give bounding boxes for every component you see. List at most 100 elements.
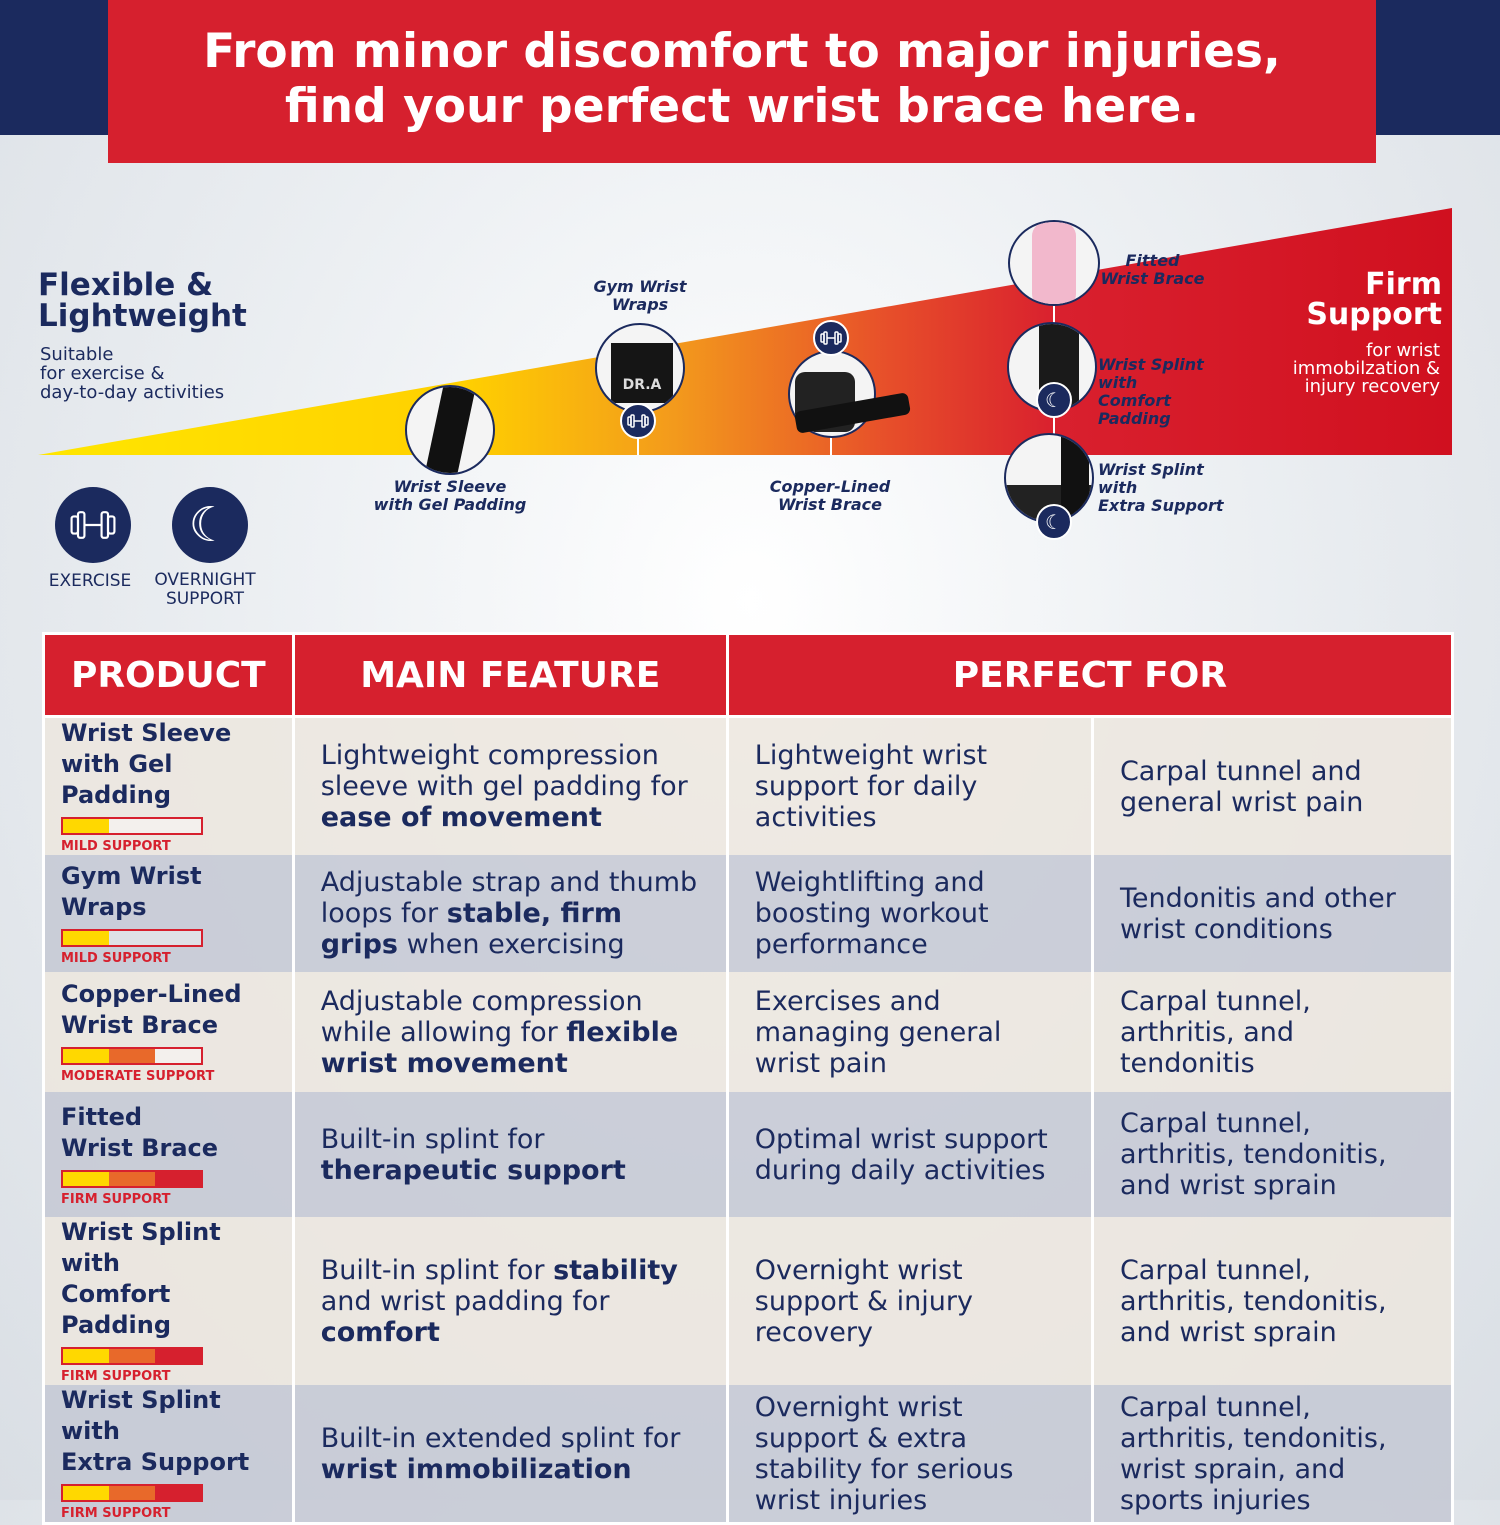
product-name-line: Wrist Splint with	[61, 1218, 221, 1277]
product-name-line: Wrist Splint with	[61, 1386, 221, 1445]
product-image-fitted-brace	[1008, 220, 1100, 306]
main-feature-cell: Built-in splint for therapeutic support	[291, 1092, 729, 1217]
support-level-bar	[61, 1347, 203, 1365]
comparison-table: PRODUCT MAIN FEATURE PERFECT FOR Wrist S…	[42, 632, 1455, 1525]
feature-text: Lightweight compression sleeve with gel …	[320, 740, 688, 802]
flexible-sub-1: Suitable	[40, 344, 114, 365]
table-row: Wrist Splint with Extra Support FIRM SUPPO…	[42, 1385, 1455, 1524]
feature-highlight: stable, firm grips	[320, 898, 622, 960]
perfect-for-conditions-cell: Carpal tunnel, arthritis, and tendonitis	[1090, 972, 1455, 1092]
firm-sub-3: injury recovery	[1304, 376, 1440, 397]
support-level-segment	[63, 1049, 109, 1063]
perfect-for-activity-cell: Lightweight wrist support for daily acti…	[725, 716, 1094, 855]
product-cell: Wrist Splint with Comfort Padding FIRM SUP…	[42, 1217, 295, 1385]
table-row: Wrist Sleeve with Gel Padding MILD SUPPORT…	[42, 716, 1455, 855]
support-level-segment	[109, 1049, 155, 1063]
label-line: Gym Wrist	[593, 277, 687, 296]
table-row: Gym Wrist Wraps MILD SUPPORT Adjustable st…	[42, 855, 1455, 972]
main-feature-cell: Built-in splint for stability and wrist …	[291, 1217, 729, 1385]
label-line: Copper-Lined	[769, 477, 891, 496]
label-line: Wrist Brace	[1100, 269, 1205, 288]
support-level-label: FIRM SUPPORT	[61, 1369, 171, 1384]
support-level-bar	[61, 1169, 203, 1188]
firm-title-1: Firm	[1365, 267, 1442, 302]
firm-sub-1: for wrist	[1365, 340, 1440, 361]
support-level-segment	[63, 819, 109, 833]
scale-label-gym-wraps: Gym Wrist Wraps	[560, 278, 720, 314]
support-level-label: MILD SUPPORT	[61, 839, 171, 854]
scale-label-splint-extra: Wrist Splint with Extra Support	[1098, 461, 1243, 515]
support-level-segment	[109, 1486, 155, 1500]
legend-overnight-1: OVERNIGHT	[154, 570, 256, 590]
scale-label-wrist-sleeve: Wrist Sleeve with Gel Padding	[360, 478, 540, 514]
perfect-for-activity-cell: Exercises and managing general wrist pai…	[725, 972, 1094, 1092]
headline-line-1: From minor discomfort to major injuries,	[203, 24, 1281, 79]
support-level-bar	[61, 1484, 203, 1502]
support-level-label: FIRM SUPPORT	[61, 1191, 171, 1207]
product-image-splint-comfort	[1007, 322, 1097, 412]
support-level-segment	[109, 819, 155, 833]
support-level-label: MILD SUPPORT	[61, 950, 171, 966]
firm-title-2: Support	[1306, 297, 1442, 332]
product-name-line: Copper-Lined	[61, 980, 242, 1008]
feature-highlight: comfort	[320, 1316, 440, 1348]
scale-label-fitted-brace: Fitted Wrist Brace	[1100, 252, 1205, 288]
flexible-sub-2: for exercise &	[40, 363, 165, 384]
support-level-segment	[155, 1171, 201, 1186]
feature-text: Built-in splint for	[320, 1254, 554, 1286]
label-line: Wrist Splint with	[1098, 355, 1204, 392]
label-line: Fitted	[1125, 251, 1180, 270]
feature-text: Adjustable strap and thumb loops for	[320, 867, 698, 929]
support-level-segment	[63, 1171, 109, 1186]
firm-subtitle: for wrist immobilzation & injury recover…	[1293, 342, 1440, 396]
support-level-segment	[155, 1049, 201, 1063]
moon-icon: ☾	[1036, 504, 1072, 540]
product-cell: Fitted Wrist Brace FIRM SUPPORT	[42, 1092, 295, 1217]
support-level-bar	[61, 817, 203, 835]
label-line: Wrist Sleeve	[393, 477, 507, 496]
perfect-for-conditions-cell: Carpal tunnel, arthritis, tendonitis, an…	[1090, 1217, 1455, 1385]
flexible-title-2: Lightweight	[38, 298, 247, 334]
feature-text: when exercising	[398, 929, 625, 960]
product-name-line: Extra Support	[61, 1448, 250, 1476]
table-row: Copper-Lined Wrist Brace MODERATE SUPPORT A…	[42, 972, 1455, 1092]
label-line: Wraps	[611, 295, 669, 314]
main-feature-cell: Adjustable strap and thumb loops for sta…	[291, 855, 729, 972]
support-level-segment	[109, 1349, 155, 1363]
perfect-for-activity-cell: Optimal wrist support during daily activ…	[725, 1092, 1094, 1217]
feature-text: and wrist padding for	[320, 1285, 610, 1317]
label-line: Wrist Brace	[777, 495, 883, 514]
headline-banner: From minor discomfort to major injuries,…	[108, 0, 1376, 163]
product-name-line: Fitted	[61, 1102, 143, 1131]
perfect-for-conditions-cell: Carpal tunnel, arthritis, tendonitis, wr…	[1090, 1385, 1455, 1524]
product-cell: Copper-Lined Wrist Brace MODERATE SUPPORT	[42, 972, 295, 1092]
product-name-line: Wrist Brace	[61, 1133, 219, 1162]
feature-text: Adjustable compression while allowing fo…	[320, 985, 643, 1048]
header-perfect-for: PERFECT FOR	[725, 632, 1455, 718]
support-level-segment	[155, 1349, 201, 1363]
perfect-for-activity-cell: Overnight wrist support & injury recover…	[725, 1217, 1094, 1385]
brand-logo: DR.A	[611, 343, 673, 403]
support-level-segment	[155, 1486, 201, 1500]
legend-overnight-label: OVERNIGHT SUPPORT	[145, 571, 265, 609]
product-name-line: with Gel Padding	[61, 750, 173, 809]
header-product: PRODUCT	[42, 632, 295, 718]
perfect-for-conditions-cell: Carpal tunnel and general wrist pain	[1090, 716, 1455, 855]
label-line: Wrist Splint with	[1098, 460, 1204, 497]
support-level-segment	[63, 1349, 109, 1363]
perfect-for-conditions-cell: Tendonitis and other wrist conditions	[1090, 855, 1455, 972]
product-image-wrist-sleeve	[405, 385, 495, 475]
support-level-label: FIRM SUPPORT	[61, 1506, 171, 1521]
support-level-segment	[63, 1486, 109, 1500]
firm-sub-2: immobilzation &	[1292, 358, 1440, 379]
feature-text: Built-in extended splint for	[320, 1422, 681, 1454]
product-name-line: Comfort Padding	[61, 1280, 171, 1339]
table-row: Wrist Splint with Comfort Padding FIRM SUP…	[42, 1217, 1455, 1385]
legend-moon-icon: ☾	[172, 487, 248, 563]
support-level-segment	[155, 931, 201, 945]
label-line: Comfort Padding	[1098, 391, 1171, 428]
product-cell: Gym Wrist Wraps MILD SUPPORT	[42, 855, 295, 972]
label-line: with Gel Padding	[373, 495, 527, 514]
scale-label-splint-comfort: Wrist Splint with Comfort Padding	[1098, 356, 1248, 428]
label-line: Extra Support	[1098, 496, 1224, 515]
